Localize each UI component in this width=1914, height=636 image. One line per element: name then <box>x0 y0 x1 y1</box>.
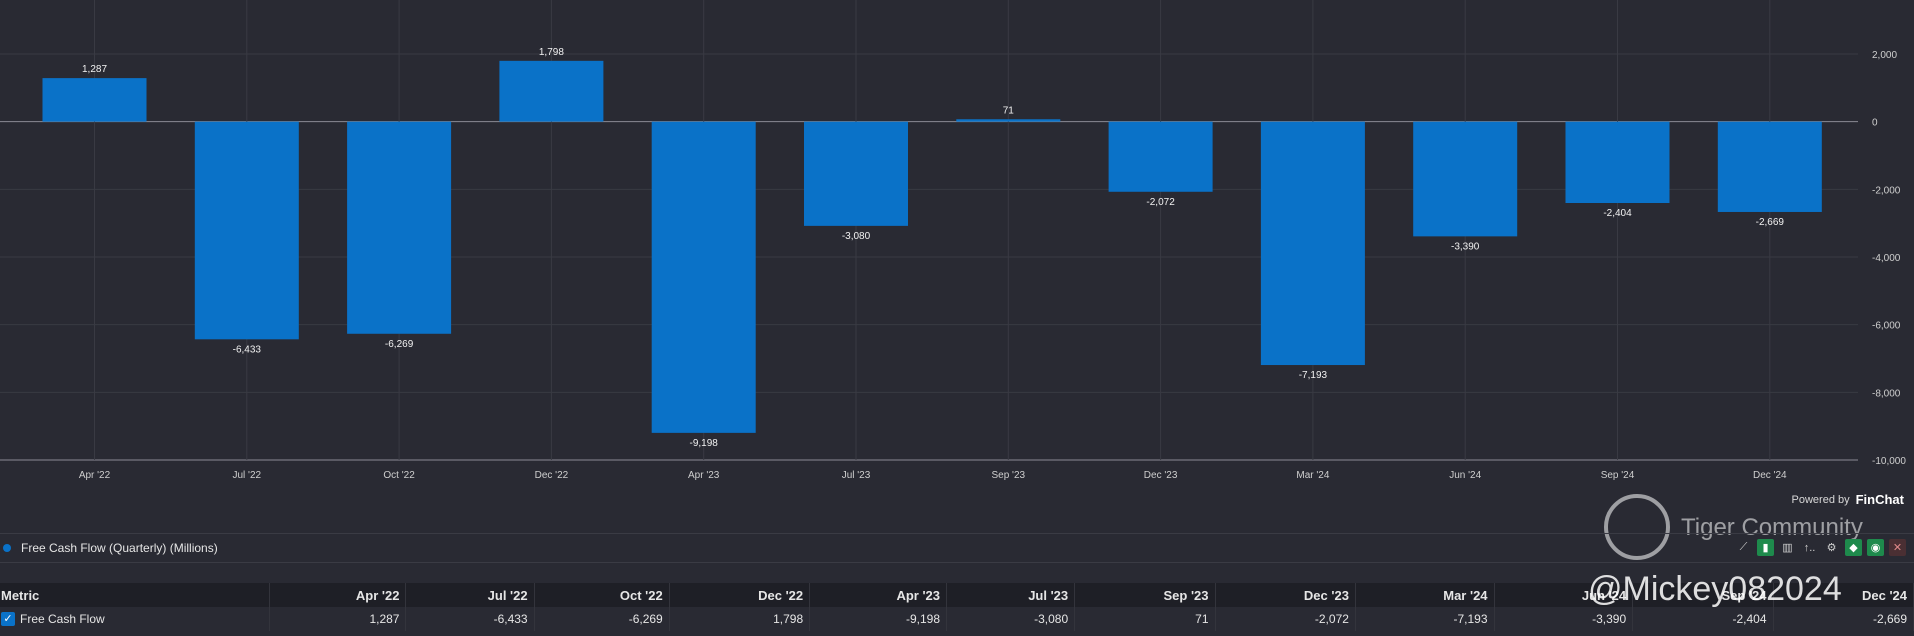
table-cell: -2,404 <box>1632 607 1774 631</box>
table-cell: -3,390 <box>1494 607 1634 631</box>
period-column-header[interactable]: Dec '22 <box>669 583 811 607</box>
table-cell: 1,287 <box>269 607 407 631</box>
eye-icon[interactable]: ◉ <box>1867 539 1884 556</box>
chart-bars <box>42 60 1822 433</box>
bar <box>499 60 604 122</box>
checkbox-icon[interactable]: ✓ <box>1 612 15 627</box>
x-tick-label: Jul '23 <box>842 470 871 481</box>
settings-icon[interactable]: ⚙ <box>1826 542 1837 554</box>
trend-line-icon[interactable]: ⟋ <box>1739 541 1748 553</box>
data-label: -3,390 <box>1451 241 1480 252</box>
chart-x-ticks: Apr '22 Jul '22 Oct '22 Dec '22 Apr '23 Jul '… <box>79 470 1787 481</box>
table-header-row: Metric Apr '22 Jul '22 Oct '22 Dec '22 Apr '2… <box>0 583 1914 607</box>
watermark-handle: @Mickey082024 <box>1588 570 1842 608</box>
data-label: -3,080 <box>842 231 871 242</box>
bar <box>194 121 299 340</box>
table-cell: 1,798 <box>669 607 811 631</box>
x-tick-label: Sep '24 <box>1601 470 1635 481</box>
period-column-header[interactable]: Mar '24 <box>1355 583 1495 607</box>
data-label: 1,287 <box>82 64 107 75</box>
chart-legend: Free Cash Flow (Quarterly) (Millions) <box>0 533 1914 563</box>
x-tick-label: Dec '22 <box>535 470 569 481</box>
data-label: -2,404 <box>1603 208 1632 219</box>
powered-by: Powered by FinChat <box>1792 492 1904 507</box>
data-label: 1,798 <box>539 47 564 58</box>
free-cash-flow-chart: 1,287 -6,433 -6,269 1,798 -9,198 -3,080 71 -2,0… <box>0 0 1906 481</box>
data-label: -9,198 <box>690 438 719 449</box>
legend-dot-icon <box>3 544 11 552</box>
metrics-table: Metric Apr '22 Jul '22 Oct '22 Dec '22 Apr '2… <box>0 583 1914 631</box>
bar <box>651 121 756 433</box>
x-tick-label: Jun '24 <box>1449 470 1481 481</box>
bar <box>347 121 452 334</box>
bar <box>1413 121 1518 237</box>
x-tick-label: Apr '23 <box>688 470 720 481</box>
x-tick-label: Jul '22 <box>233 470 262 481</box>
powered-by-label: Powered by <box>1791 493 1850 506</box>
period-column-header[interactable]: Jun '24 <box>1494 583 1634 607</box>
y-tick-label: -2,000 <box>1872 185 1901 196</box>
metric-column-header[interactable]: Metric <box>0 583 270 607</box>
x-tick-label: Oct '22 <box>383 470 415 481</box>
period-column-header[interactable]: Apr '22 <box>269 583 407 607</box>
period-column-header[interactable]: Oct '22 <box>534 583 670 607</box>
table-cell: -9,198 <box>809 607 947 631</box>
tiger-logo-icon <box>1604 494 1670 560</box>
y-tick-label: 2,000 <box>1872 50 1897 61</box>
close-icon[interactable]: ✕ <box>1889 539 1906 556</box>
y-tick-label: -10,000 <box>1872 456 1906 467</box>
y-tick-label: -4,000 <box>1872 253 1901 264</box>
data-label: 71 <box>1003 105 1015 116</box>
finchat-logo: FinChat <box>1855 492 1904 507</box>
period-column-header[interactable]: Dec '24 <box>1773 583 1914 607</box>
table-cell: -3,080 <box>946 607 1076 631</box>
period-column-header[interactable]: Sep '24 <box>1632 583 1774 607</box>
bar <box>42 78 147 122</box>
bar <box>1565 121 1670 204</box>
period-column-header[interactable]: Dec '23 <box>1215 583 1356 607</box>
table-cell: -6,269 <box>534 607 670 631</box>
table-row: ✓ Free Cash Flow 1,287 -6,433 -6,269 1,798 -9… <box>0 607 1914 631</box>
y-tick-label: 0 <box>1872 118 1878 129</box>
chart-grid <box>0 0 1858 461</box>
column-chart-icon[interactable]: ▥ <box>1782 542 1793 554</box>
bar-chart-icon[interactable]: ▮ <box>1757 539 1774 556</box>
bar <box>804 121 908 226</box>
data-label: -2,669 <box>1756 217 1785 228</box>
x-tick-label: Mar '24 <box>1296 470 1329 481</box>
bar <box>1717 121 1822 212</box>
table-cell: 71 <box>1074 607 1216 631</box>
watermark-community: Tiger Community <box>1681 514 1863 541</box>
x-tick-label: Sep '23 <box>991 470 1025 481</box>
period-column-header[interactable]: Jul '22 <box>405 583 535 607</box>
legend-label: Free Cash Flow (Quarterly) (Millions) <box>21 541 218 555</box>
bar <box>1260 121 1365 366</box>
data-label: -6,433 <box>233 344 262 355</box>
period-column-header[interactable]: Apr '23 <box>809 583 947 607</box>
data-label: -7,193 <box>1299 370 1328 381</box>
x-tick-label: Dec '24 <box>1753 470 1787 481</box>
y-tick-label: -6,000 <box>1872 321 1901 332</box>
x-tick-label: Apr '22 <box>79 470 111 481</box>
chart-value-labels: 1,287 -6,433 -6,269 1,798 -9,198 -3,080 71 -2,0… <box>82 47 1784 449</box>
tag-icon[interactable]: ◆ <box>1845 539 1862 556</box>
chart-y-ticks: 2,000 0 -2,000 -4,000 -6,000 -8,000 -10,000 <box>1872 50 1906 467</box>
period-column-header[interactable]: Sep '23 <box>1074 583 1216 607</box>
sort-icon[interactable]: ↑.. <box>1803 541 1816 554</box>
x-tick-label: Dec '23 <box>1144 470 1178 481</box>
table-cell: -2,669 <box>1773 607 1914 631</box>
table-cell: -6,433 <box>405 607 535 631</box>
row-label-cell[interactable]: ✓ Free Cash Flow <box>0 607 270 631</box>
table-cell: -2,072 <box>1215 607 1356 631</box>
chart-toolbar: ⟋ ▮ ▥ ↑.. ⚙ ◆ ◉ ✕ <box>1735 539 1906 556</box>
bar <box>1108 121 1213 192</box>
data-label: -2,072 <box>1146 197 1175 208</box>
bar <box>956 119 1061 122</box>
data-label: -6,269 <box>385 339 414 350</box>
y-tick-label: -8,000 <box>1872 388 1901 399</box>
period-column-header[interactable]: Jul '23 <box>946 583 1076 607</box>
row-label: Free Cash Flow <box>20 611 105 626</box>
table-cell: -7,193 <box>1355 607 1495 631</box>
